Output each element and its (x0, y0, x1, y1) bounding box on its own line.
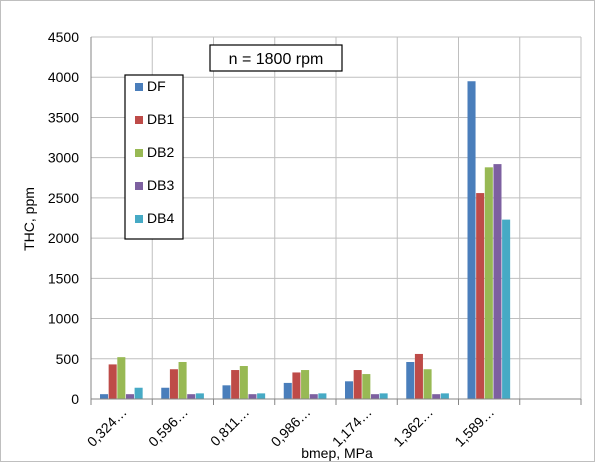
axes (90, 37, 582, 405)
bar-db3-7 (493, 164, 502, 399)
bar-db4-1 (134, 387, 143, 399)
bar-db4-3 (257, 393, 266, 399)
bar-db2-6 (423, 369, 432, 399)
x-tick-label: 1,174… (329, 404, 375, 450)
legend-label-db1: DB1 (147, 111, 174, 127)
bar-db4-2 (195, 393, 204, 399)
y-tick-label: 1500 (48, 270, 79, 286)
bar-df-4 (283, 382, 292, 399)
bar-db2-1 (117, 357, 126, 399)
y-tick-label: 4000 (48, 69, 79, 85)
bar-df-1 (100, 394, 109, 399)
bar-db1-5 (353, 370, 362, 399)
bar-db1-1 (108, 364, 117, 399)
bar-db3-4 (309, 394, 318, 399)
legend-label-db4: DB4 (147, 210, 174, 226)
x-tick-label: 0,811… (207, 404, 252, 449)
y-tick-label: 3500 (48, 109, 79, 125)
annotation-box: n = 1800 rpm (209, 44, 343, 72)
bars (100, 81, 511, 399)
legend-label-db3: DB3 (147, 177, 174, 193)
bar-db3-3 (248, 394, 257, 399)
y-tick-label: 1000 (48, 311, 79, 327)
x-tick-labels: 0,324… 0,596… 0,811… 0,986… 1,174… 1,362… 1,58… (84, 404, 497, 450)
x-axis-label: bmep, MPa (301, 445, 373, 461)
bar-db2-3 (239, 366, 248, 399)
legend-swatch-db3 (135, 182, 143, 190)
y-tick-label: 4500 (48, 29, 79, 45)
y-tick-labels: 0 500 1000 1500 2000 2500 3000 3500 4000 4500 (48, 29, 79, 407)
bar-db4-5 (379, 393, 388, 399)
annotation-text: n = 1800 rpm (229, 51, 324, 68)
bar-db2-4 (301, 370, 310, 399)
bar-db2-5 (362, 374, 371, 399)
bar-df-2 (161, 387, 170, 399)
bar-db2-7 (484, 167, 493, 399)
bar-db1-2 (169, 369, 178, 399)
x-tick-label: 0,324… (84, 404, 130, 450)
legend-swatch-db2 (135, 149, 143, 157)
bar-db4-6 (440, 393, 449, 399)
x-tick-label: 1,589… (451, 404, 497, 450)
x-tick-label: 1,362… (390, 404, 436, 450)
bar-db4-4 (318, 393, 327, 399)
legend: DF DB1 DB2 DB3 DB4 (124, 74, 184, 240)
bar-df-7 (467, 81, 476, 399)
bar-db1-4 (292, 372, 301, 399)
bar-db2-2 (178, 361, 187, 399)
legend-label-df: DF (147, 78, 166, 94)
legend-swatch-df (135, 83, 143, 91)
y-tick-label: 2000 (48, 230, 79, 246)
bar-db3-6 (432, 394, 441, 399)
bar-db1-3 (231, 370, 240, 399)
bar-df-6 (406, 361, 415, 399)
bar-df-5 (345, 381, 354, 399)
y-tick-label: 2500 (48, 190, 79, 206)
legend-label-db2: DB2 (147, 144, 174, 160)
y-axis-label: THC, ppm (21, 187, 37, 251)
x-tick-label: 0,596… (145, 404, 191, 450)
bar-db3-5 (370, 394, 379, 399)
y-tick-label: 500 (56, 351, 80, 367)
x-tick-label: 0,986… (268, 404, 314, 450)
y-tick-label: 3000 (48, 150, 79, 166)
bar-db1-7 (476, 193, 485, 399)
bar-db3-1 (125, 394, 134, 399)
y-tick-label: 0 (71, 391, 79, 407)
legend-swatch-db1 (135, 116, 143, 124)
bar-db3-2 (187, 394, 196, 399)
bar-df-3 (222, 385, 231, 399)
bar-db4-7 (502, 219, 511, 399)
bar-db1-6 (414, 353, 423, 399)
legend-swatch-db4 (135, 215, 143, 223)
